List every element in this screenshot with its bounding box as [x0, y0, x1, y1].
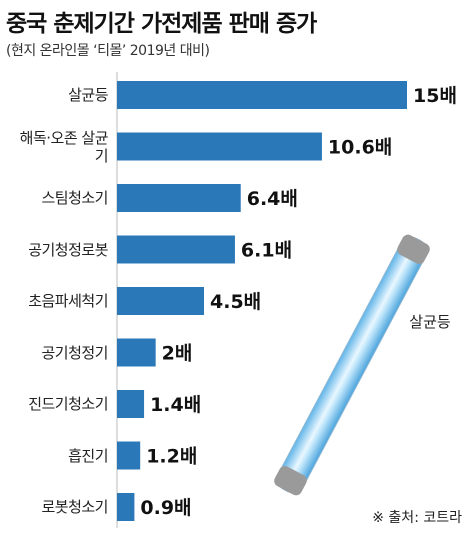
- annotation: 살균등: [409, 313, 451, 331]
- value-label: 6.1배: [241, 240, 292, 262]
- bar: [117, 338, 156, 367]
- category-label: 살균등: [68, 86, 108, 104]
- value-label: 0.9배: [140, 497, 191, 519]
- value-label: 10.6배: [328, 137, 392, 159]
- value-label: 4.5배: [210, 291, 261, 313]
- chart-title: 중국 춘제기간 가전제품 판매 증가: [6, 11, 317, 37]
- value-label: 1.2배: [146, 446, 197, 468]
- bar: [117, 493, 135, 521]
- category-label: 진드기청소기: [28, 395, 108, 413]
- lamp-illustration: [274, 234, 430, 496]
- category-label: 초음파세척기: [28, 292, 108, 310]
- category-label: 공기청정로봇: [28, 240, 108, 259]
- value-label: 15배: [413, 85, 457, 107]
- value-label: 6.4배: [247, 188, 298, 210]
- bar: [117, 441, 141, 470]
- category-label: 공기청정기: [41, 343, 108, 362]
- bar: [117, 184, 241, 212]
- bar: [117, 132, 322, 161]
- bar: [117, 235, 235, 264]
- chart-subtitle: (현지 온라인몰 ‘티몰’ 2019년 대비): [6, 43, 210, 59]
- source: ※ 출처: 코트라: [372, 510, 462, 526]
- bar: [117, 287, 204, 315]
- category-label: 흡진기: [68, 446, 108, 465]
- value-label: 2배: [162, 343, 193, 365]
- bar: [117, 81, 407, 109]
- category-label: 로봇청소기: [41, 498, 108, 516]
- category-label: 해독·오존 살균기: [19, 128, 109, 165]
- value-label: 1.4배: [150, 394, 201, 416]
- bar: [117, 390, 145, 418]
- category-label: 스팀청소기: [41, 189, 108, 207]
